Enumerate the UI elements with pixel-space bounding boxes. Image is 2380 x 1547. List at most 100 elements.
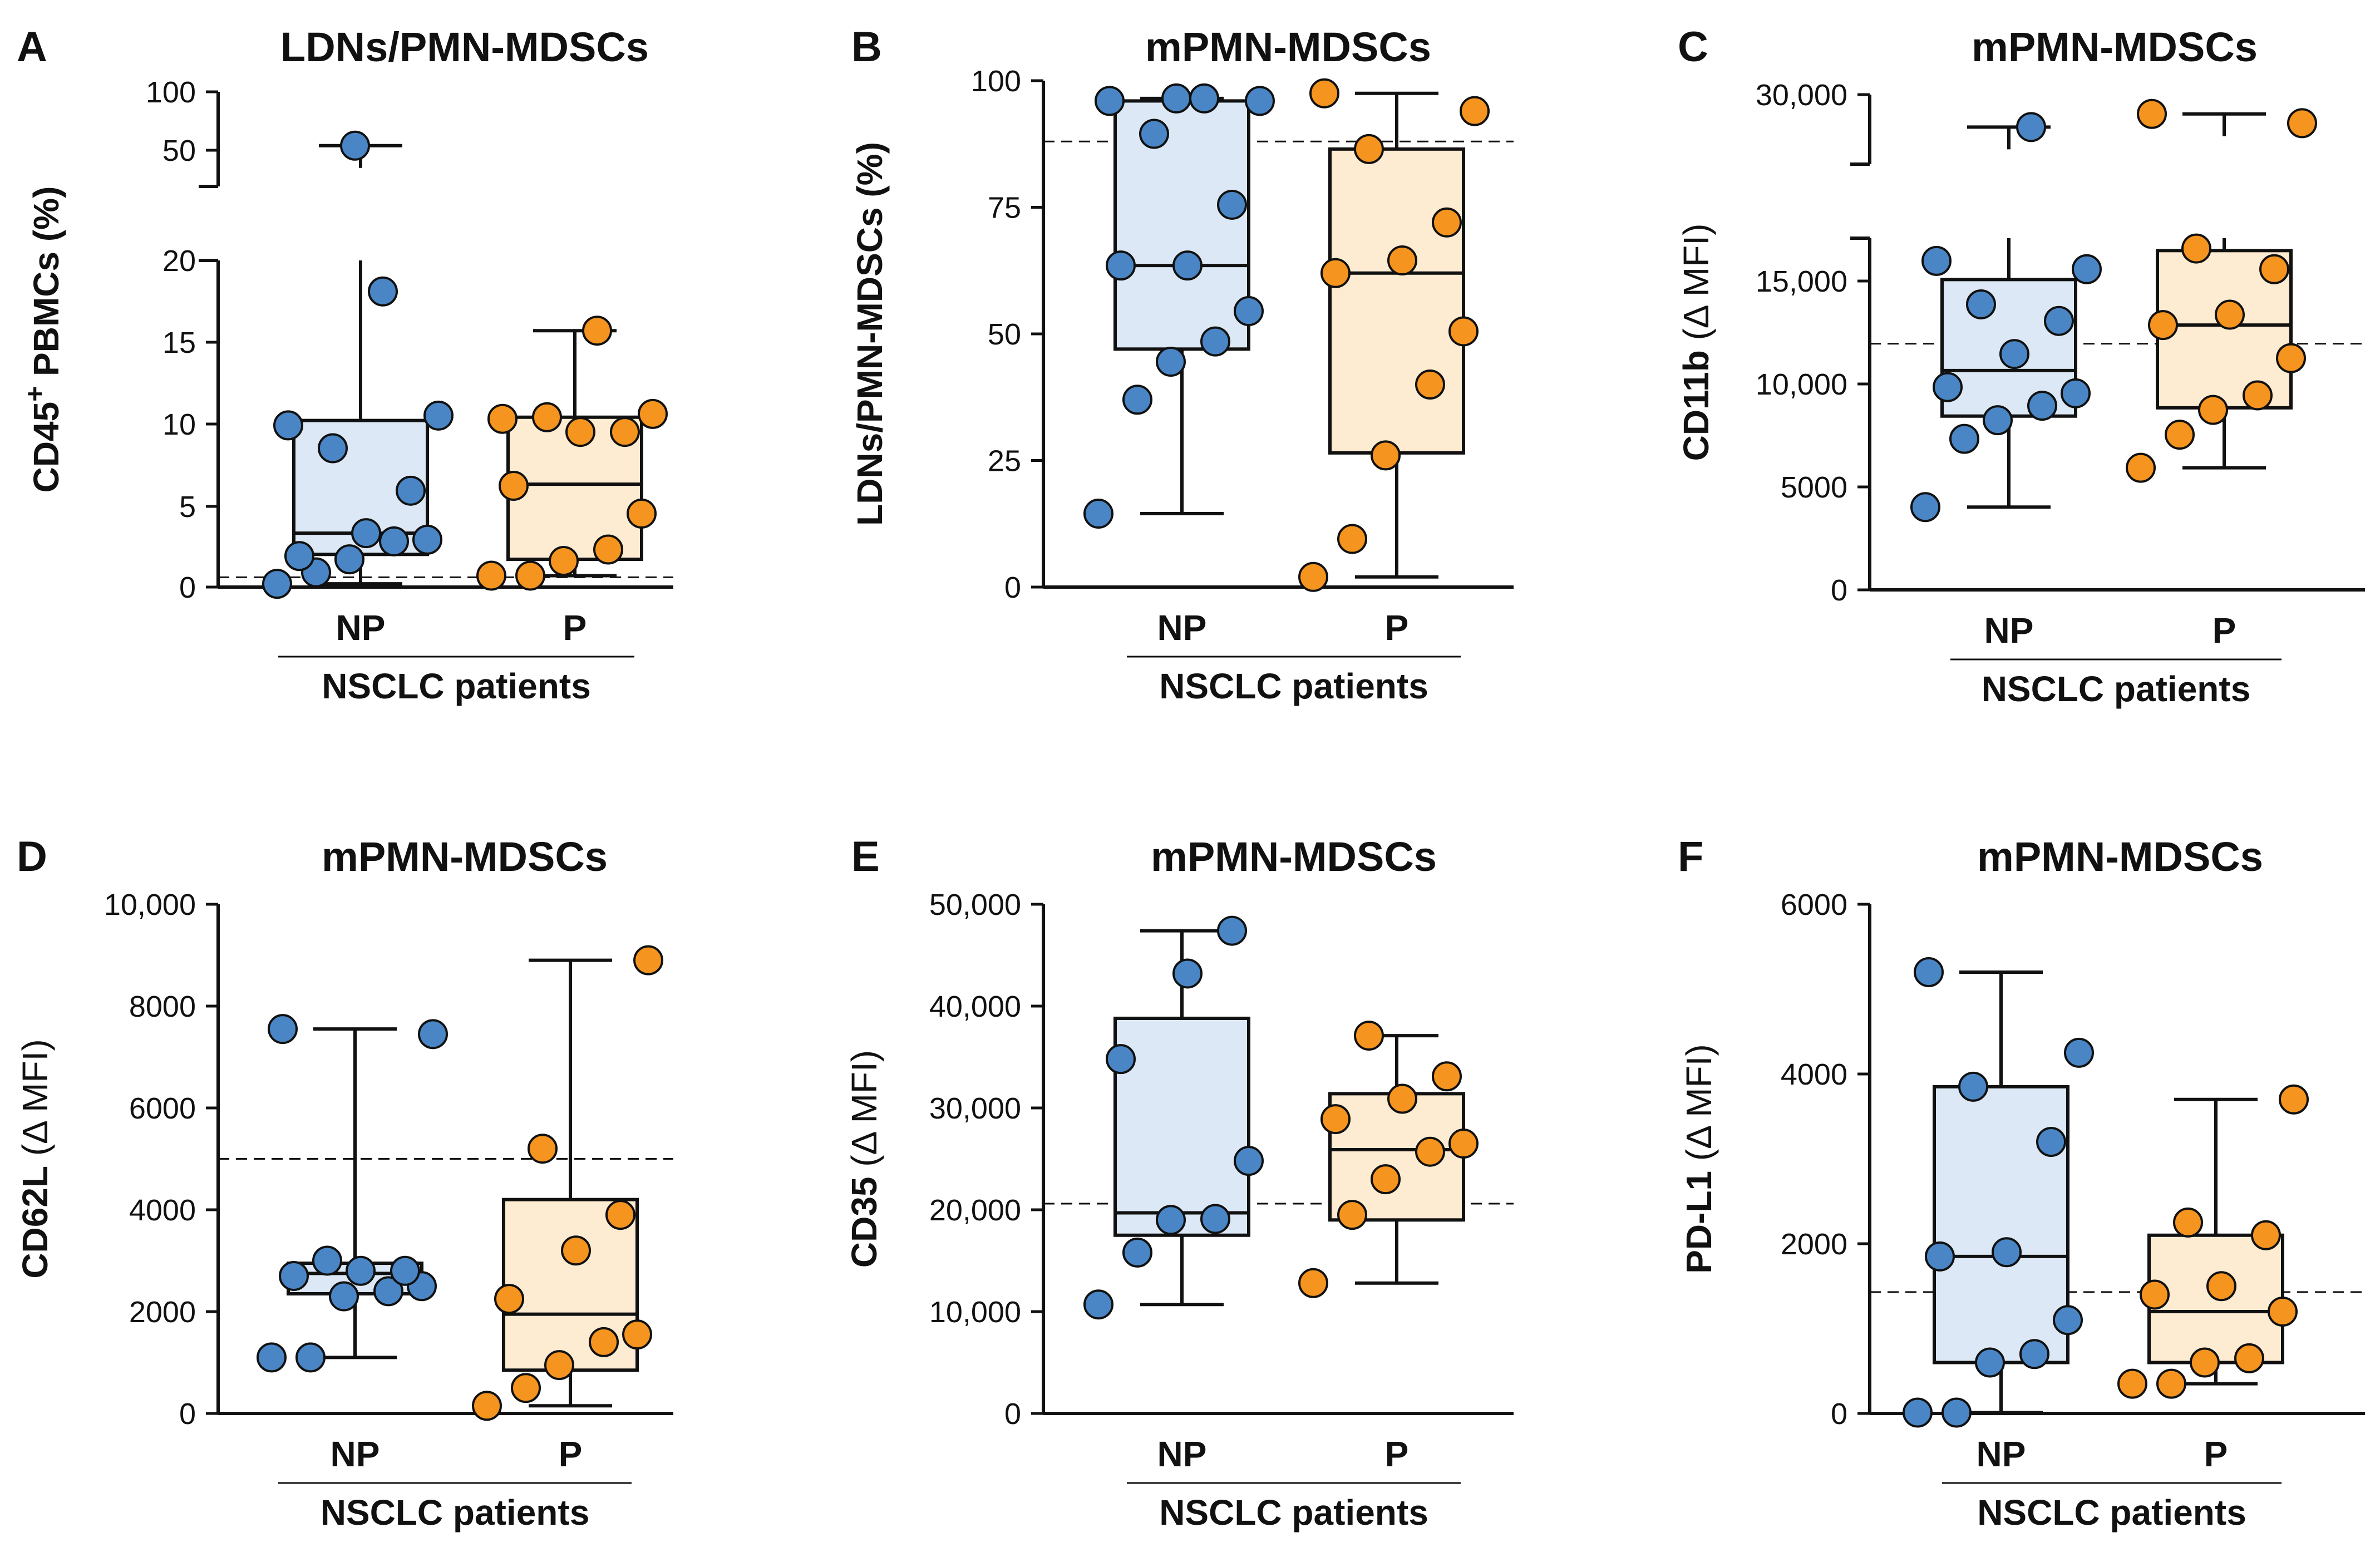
data-point xyxy=(2072,254,2102,284)
data-point xyxy=(284,541,314,571)
y-tick-label: 10,000 xyxy=(929,1295,1021,1329)
data-point xyxy=(622,1319,652,1350)
data-point xyxy=(2148,310,2178,341)
data-point xyxy=(472,1391,502,1421)
data-point xyxy=(396,475,426,506)
data-point xyxy=(1095,86,1125,116)
box xyxy=(1328,147,1465,455)
data-point xyxy=(1371,1164,1401,1195)
data-point xyxy=(1910,492,1940,523)
data-point xyxy=(1106,1044,1136,1075)
data-point xyxy=(2206,1271,2236,1302)
y-tick-label: 15 xyxy=(162,326,196,359)
data-point xyxy=(1432,1061,1462,1092)
data-point xyxy=(582,316,612,346)
y-axis-label: LDNs/PMN-MDSCs (%) xyxy=(850,142,890,526)
y-tick-label: 0 xyxy=(1004,571,1021,604)
data-point xyxy=(257,1342,287,1373)
data-point xyxy=(379,526,409,556)
data-point xyxy=(2181,233,2211,264)
panel-title: mPMN-MDSCs xyxy=(1972,24,2258,70)
category-label: NP xyxy=(1977,1434,2026,1474)
y-tick-label: 2000 xyxy=(129,1295,196,1329)
data-point xyxy=(2061,378,2091,408)
series-np xyxy=(1083,83,1275,529)
data-point xyxy=(1460,96,1490,126)
series-p xyxy=(1298,1021,1479,1298)
data-point xyxy=(1942,1397,1972,1428)
category-label: NP xyxy=(1984,610,2034,651)
data-point xyxy=(627,498,657,529)
y-axis-label: CD11b (Δ MFI) xyxy=(1676,224,1716,461)
data-point xyxy=(1200,1204,1230,1234)
panel-letter: C xyxy=(1678,23,1708,71)
data-point xyxy=(2117,1368,2147,1399)
category-label: NP xyxy=(1157,1434,1207,1474)
data-point xyxy=(2053,1305,2083,1336)
series-np xyxy=(257,1014,448,1373)
y-axis-label-main: PD-L1 xyxy=(1679,1171,1719,1274)
category-label: NP xyxy=(331,1434,380,1474)
category-label: NP xyxy=(336,608,386,648)
data-point xyxy=(1217,189,1247,220)
data-point xyxy=(1992,1237,2022,1268)
data-point xyxy=(1925,1241,1955,1272)
y-tick-label: 0 xyxy=(179,1397,196,1431)
data-point xyxy=(1156,347,1186,377)
category-label: P xyxy=(1385,1434,1409,1474)
box xyxy=(1113,99,1250,351)
box xyxy=(1113,1016,1250,1237)
y-tick-label: 25 xyxy=(988,445,1021,478)
y-axis-label-units: (Δ MFI) xyxy=(15,1039,55,1166)
y-axis-label-rest: PBMCs (%) xyxy=(26,186,66,386)
panel-letter: A xyxy=(17,23,47,71)
panel-letter: E xyxy=(851,833,880,880)
y-tick-label: 4000 xyxy=(129,1194,196,1227)
y-tick-label: 100 xyxy=(146,76,196,109)
y-tick-label: 10 xyxy=(162,408,196,441)
data-point xyxy=(1337,1200,1367,1230)
series-p xyxy=(2117,1084,2309,1399)
data-point xyxy=(544,1350,574,1381)
y-axis-label: PD-L1 (Δ MFI) xyxy=(1679,1044,1719,1274)
data-point xyxy=(312,1245,342,1276)
data-point xyxy=(390,1255,420,1286)
data-point xyxy=(1200,326,1230,357)
data-point xyxy=(1217,915,1247,946)
data-point xyxy=(1949,423,1979,454)
data-point xyxy=(2259,254,2289,284)
data-point xyxy=(1914,957,1944,987)
data-point xyxy=(373,1276,403,1307)
category-label: NP xyxy=(1157,608,1207,648)
y-tick-label: 15,000 xyxy=(1756,265,1847,298)
data-point xyxy=(1983,405,2013,436)
data-point xyxy=(1337,524,1367,554)
data-point xyxy=(1122,385,1152,415)
group-label: NSCLC patients xyxy=(1159,666,1428,706)
series-p xyxy=(472,945,663,1421)
data-point xyxy=(1189,83,1219,114)
data-point xyxy=(2126,452,2156,483)
data-point xyxy=(1999,339,2029,369)
category-label: P xyxy=(2213,610,2236,651)
data-point xyxy=(1415,369,1445,400)
y-tick-label: 20 xyxy=(162,244,196,278)
category-label: P xyxy=(559,1434,583,1474)
y-tick-label: 0 xyxy=(1004,1397,1021,1431)
y-axis-label-main: CD62L xyxy=(15,1166,55,1279)
panel-a: A LDNs/PMN-MDSCs CD45+ PBMCs (%) 0 5 10 15 20 50… xyxy=(17,23,673,706)
data-point xyxy=(2027,391,2057,421)
data-point xyxy=(1083,1289,1113,1320)
y-tick-label: 40,000 xyxy=(929,990,1021,1023)
data-point xyxy=(1415,1136,1445,1167)
y-tick-label: 5 xyxy=(179,490,196,524)
y-tick-label: 75 xyxy=(988,191,1021,225)
panel-letter: B xyxy=(851,23,882,71)
data-point xyxy=(346,1255,376,1286)
data-point xyxy=(499,471,529,501)
y-axis-label-main: LDNs/PMN-MDSCs (%) xyxy=(850,142,890,526)
